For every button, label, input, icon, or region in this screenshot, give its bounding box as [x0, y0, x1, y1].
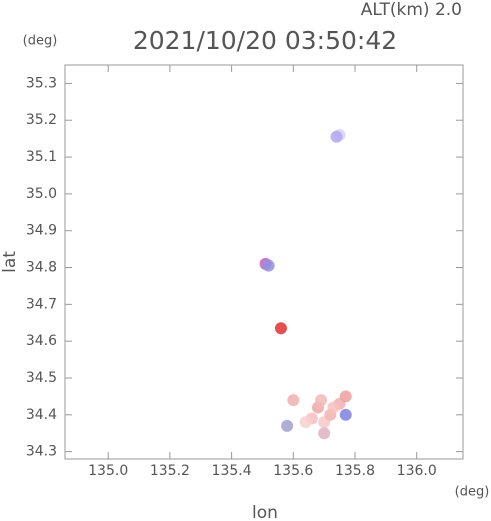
echo-point: [339, 408, 352, 421]
y-tick-label: 35.2: [26, 112, 57, 128]
echo-point: [330, 130, 343, 143]
echo-point: [318, 427, 331, 440]
x-tick-label: 135.6: [273, 463, 313, 479]
echo-point: [299, 416, 312, 429]
x-tick-label: 135.8: [335, 463, 375, 479]
x-tick-label: 136.0: [397, 463, 437, 479]
y-tick-label: 34.7: [26, 296, 57, 312]
echo-point: [315, 394, 328, 407]
y-tick-label: 35.0: [26, 186, 57, 202]
y-tick-label: 34.3: [26, 444, 57, 460]
echo-point: [262, 259, 275, 272]
x-tick-label: 135.2: [150, 463, 190, 479]
echo-point: [274, 322, 287, 335]
y-tick-label: 35.1: [26, 149, 57, 165]
plot-frame: [64, 64, 464, 460]
y-tick-label: 34.9: [26, 223, 57, 239]
x-axis-label: lon: [252, 503, 278, 521]
echo-point: [287, 394, 300, 407]
echo-point: [327, 401, 340, 414]
echo-point: [281, 419, 294, 432]
x-tick-label: 135.0: [88, 463, 128, 479]
y-tick-label: 34.5: [26, 370, 57, 386]
y-unit: (deg): [23, 34, 58, 49]
chart-subtitle: ALT(km) 2.0: [361, 0, 462, 20]
x-tick-label: 135.4: [212, 463, 252, 479]
y-tick-label: 34.8: [26, 260, 57, 276]
x-unit: (deg): [455, 485, 490, 500]
chart-title: 2021/10/20 03:50:42: [133, 26, 397, 55]
y-axis-label: lat: [0, 251, 20, 273]
y-tick-label: 34.4: [26, 407, 57, 423]
y-tick-label: 34.6: [26, 333, 57, 349]
echo-point: [339, 390, 352, 403]
y-tick-label: 35.3: [26, 75, 57, 91]
